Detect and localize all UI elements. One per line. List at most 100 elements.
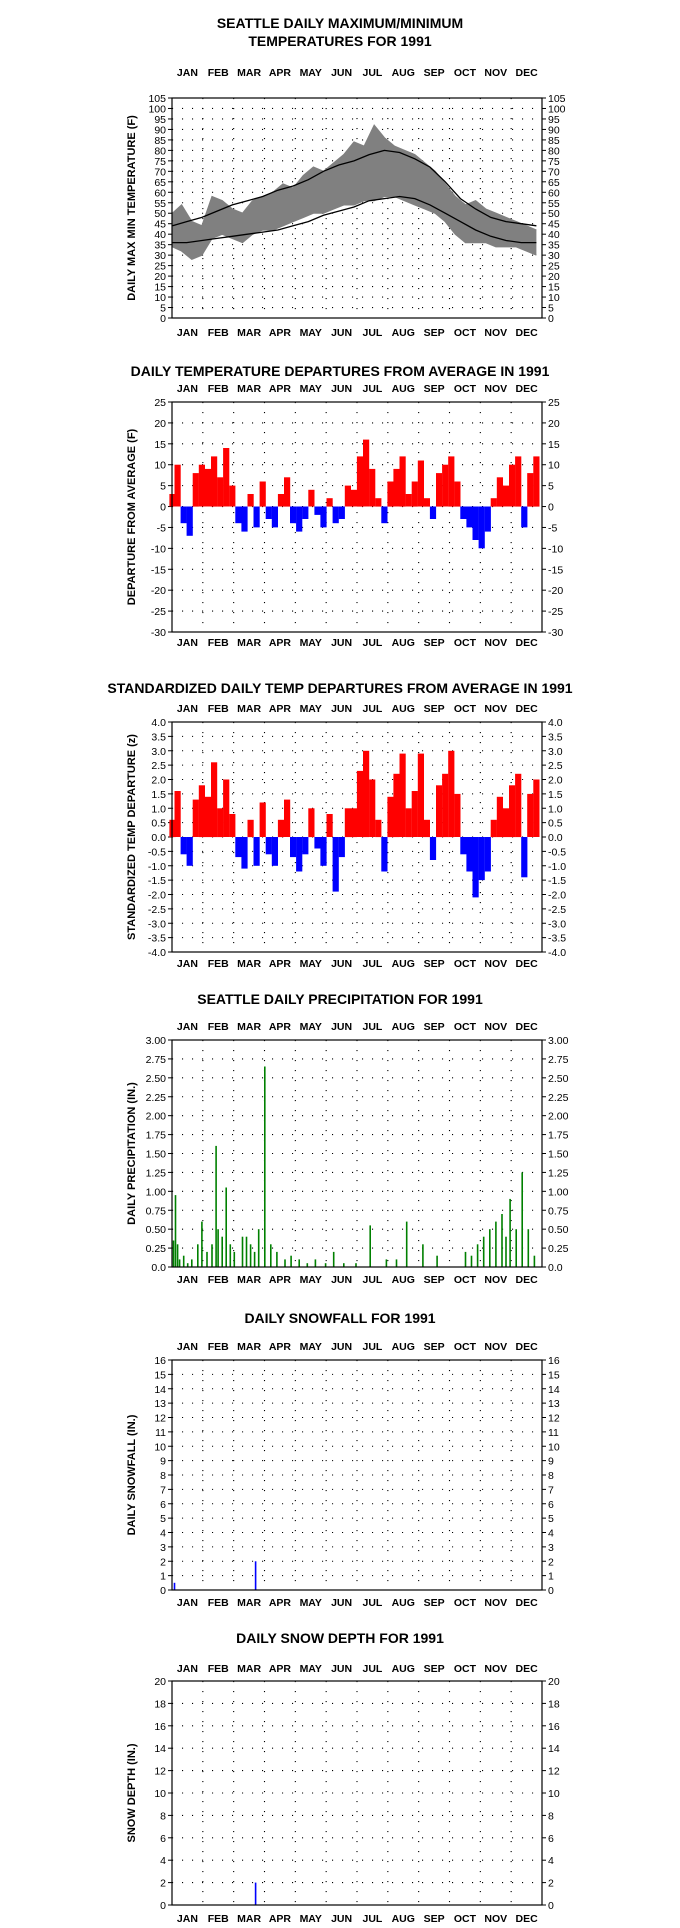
y-tick-right: 20 [548, 418, 560, 430]
y-tick-left: -3.0 [148, 918, 166, 930]
y-tick-right: 105 [548, 93, 566, 105]
bar [470, 1255, 473, 1267]
y-tick-left: 30 [154, 250, 166, 262]
bar [509, 464, 516, 507]
y-tick-left: 3.0 [151, 746, 166, 758]
month-label-top-feb: FEB [208, 1021, 229, 1033]
y-tick-right: 2 [548, 1878, 554, 1890]
bar [172, 1240, 175, 1267]
month-label-bottom-jun: JUN [331, 1597, 352, 1609]
bar [217, 808, 224, 838]
y-tick-right: 15 [548, 1369, 560, 1381]
y-tick-right: -2.5 [548, 904, 566, 916]
y-tick-right: 25 [548, 397, 560, 409]
y-tick-left: 12 [154, 1413, 166, 1425]
month-label-bottom-feb: FEB [208, 1913, 229, 1925]
month-label-top-mar: MAR [237, 703, 261, 715]
y-tick-right: 90 [548, 124, 560, 136]
plot-frame [171, 1680, 543, 1906]
y-tick-left: 4 [160, 1855, 166, 1867]
bar [198, 464, 205, 507]
month-label-bottom-aug: AUG [392, 1597, 415, 1609]
month-label-top-may: MAY [300, 383, 322, 395]
bar [460, 506, 467, 519]
y-tick-right: 0 [548, 1900, 554, 1912]
chart-title: DAILY TEMPERATURE DEPARTURES FROM AVERAG… [131, 363, 550, 379]
month-label-bottom-jun: JUN [331, 1274, 352, 1286]
bar [338, 506, 345, 519]
y-tick-left: 10 [154, 1441, 166, 1453]
month-label-top-dec: DEC [515, 383, 538, 395]
bar [484, 506, 491, 532]
month-label-bottom-sep: SEP [424, 327, 445, 339]
month-label-top-jan: JAN [177, 1021, 198, 1033]
y-tick-left: 105 [148, 93, 166, 105]
bar [399, 753, 406, 837]
y-tick-left: -0.5 [148, 846, 166, 858]
bar [356, 770, 364, 837]
y-tick-left: 10 [154, 1788, 166, 1800]
month-label-bottom-apr: APR [269, 327, 292, 339]
plot-frame [171, 1039, 543, 1268]
bar [229, 814, 236, 837]
y-tick-right: 6 [548, 1499, 554, 1511]
month-label-top-sep: SEP [424, 1663, 445, 1675]
bar [496, 477, 503, 507]
bar [509, 1198, 511, 1267]
month-label-top-aug: AUG [392, 1341, 415, 1353]
y-tick-right: 1.5 [548, 789, 563, 801]
y-axis-label: DEPARTURE FROM AVERAGE (F) [126, 428, 138, 605]
month-label-bottom-jan: JAN [177, 1597, 198, 1609]
bar [225, 1187, 227, 1267]
bar [221, 1236, 223, 1267]
month-label-top-feb: FEB [208, 383, 229, 395]
y-tick-left: 8 [160, 1470, 166, 1482]
month-label-bottom-jan: JAN [177, 1913, 198, 1925]
y-tick-left: 0.50 [146, 1224, 167, 1236]
month-label-top-jan: JAN [177, 1663, 198, 1675]
month-label-bottom-may: MAY [300, 1597, 322, 1609]
y-tick-left: 6 [160, 1499, 166, 1511]
chart-panel-3: STANDARDIZED DAILY TEMP DEPARTURES FROM … [107, 680, 572, 970]
month-label-bottom-aug: AUG [392, 327, 415, 339]
month-label-top-nov: NOV [484, 1663, 507, 1675]
y-tick-right: 0 [548, 313, 554, 325]
month-label-bottom-mar: MAR [237, 637, 261, 649]
y-tick-right: -20 [548, 585, 563, 597]
y-axis-label: STANDARDIZED TEMP DEPARTURE (z) [126, 734, 138, 940]
month-label-top-oct: OCT [454, 1663, 477, 1675]
daily-min-line [172, 195, 537, 260]
month-label-bottom-jan: JAN [177, 637, 198, 649]
y-tick-right: 55 [548, 198, 560, 210]
bar [521, 837, 528, 878]
month-label-bottom-feb: FEB [208, 1274, 229, 1286]
month-label-bottom-jan: JAN [177, 327, 198, 339]
bar [375, 498, 382, 507]
month-label-top-jun: JUN [331, 1341, 352, 1353]
bar [405, 494, 412, 507]
y-tick-right: 0 [548, 502, 554, 514]
bar [296, 506, 303, 532]
month-label-bottom-may: MAY [300, 1913, 322, 1925]
month-label-bottom-mar: MAR [237, 1597, 261, 1609]
month-label-bottom-jun: JUN [331, 327, 352, 339]
bar [211, 762, 218, 838]
month-label-bottom-aug: AUG [392, 958, 415, 970]
bar [326, 498, 333, 507]
month-label-bottom-nov: NOV [484, 1274, 507, 1286]
bar [253, 837, 260, 866]
month-label-top-mar: MAR [237, 1663, 261, 1675]
month-label-top-apr: APR [269, 703, 292, 715]
chart-title: DAILY SNOWFALL FOR 1991 [244, 1310, 435, 1326]
chart-title: SEATTLE DAILY PRECIPITATION FOR 1991 [197, 991, 483, 1007]
bar [478, 837, 485, 881]
y-tick-left: 20 [154, 271, 166, 283]
y-tick-right: 20 [548, 271, 560, 283]
bar [363, 439, 370, 507]
bar [259, 802, 266, 837]
bar [211, 456, 218, 507]
y-tick-left: -20 [151, 585, 166, 597]
y-tick-right: -25 [548, 606, 563, 618]
month-label-top-oct: OCT [454, 67, 477, 79]
y-tick-right: 5 [548, 481, 554, 493]
